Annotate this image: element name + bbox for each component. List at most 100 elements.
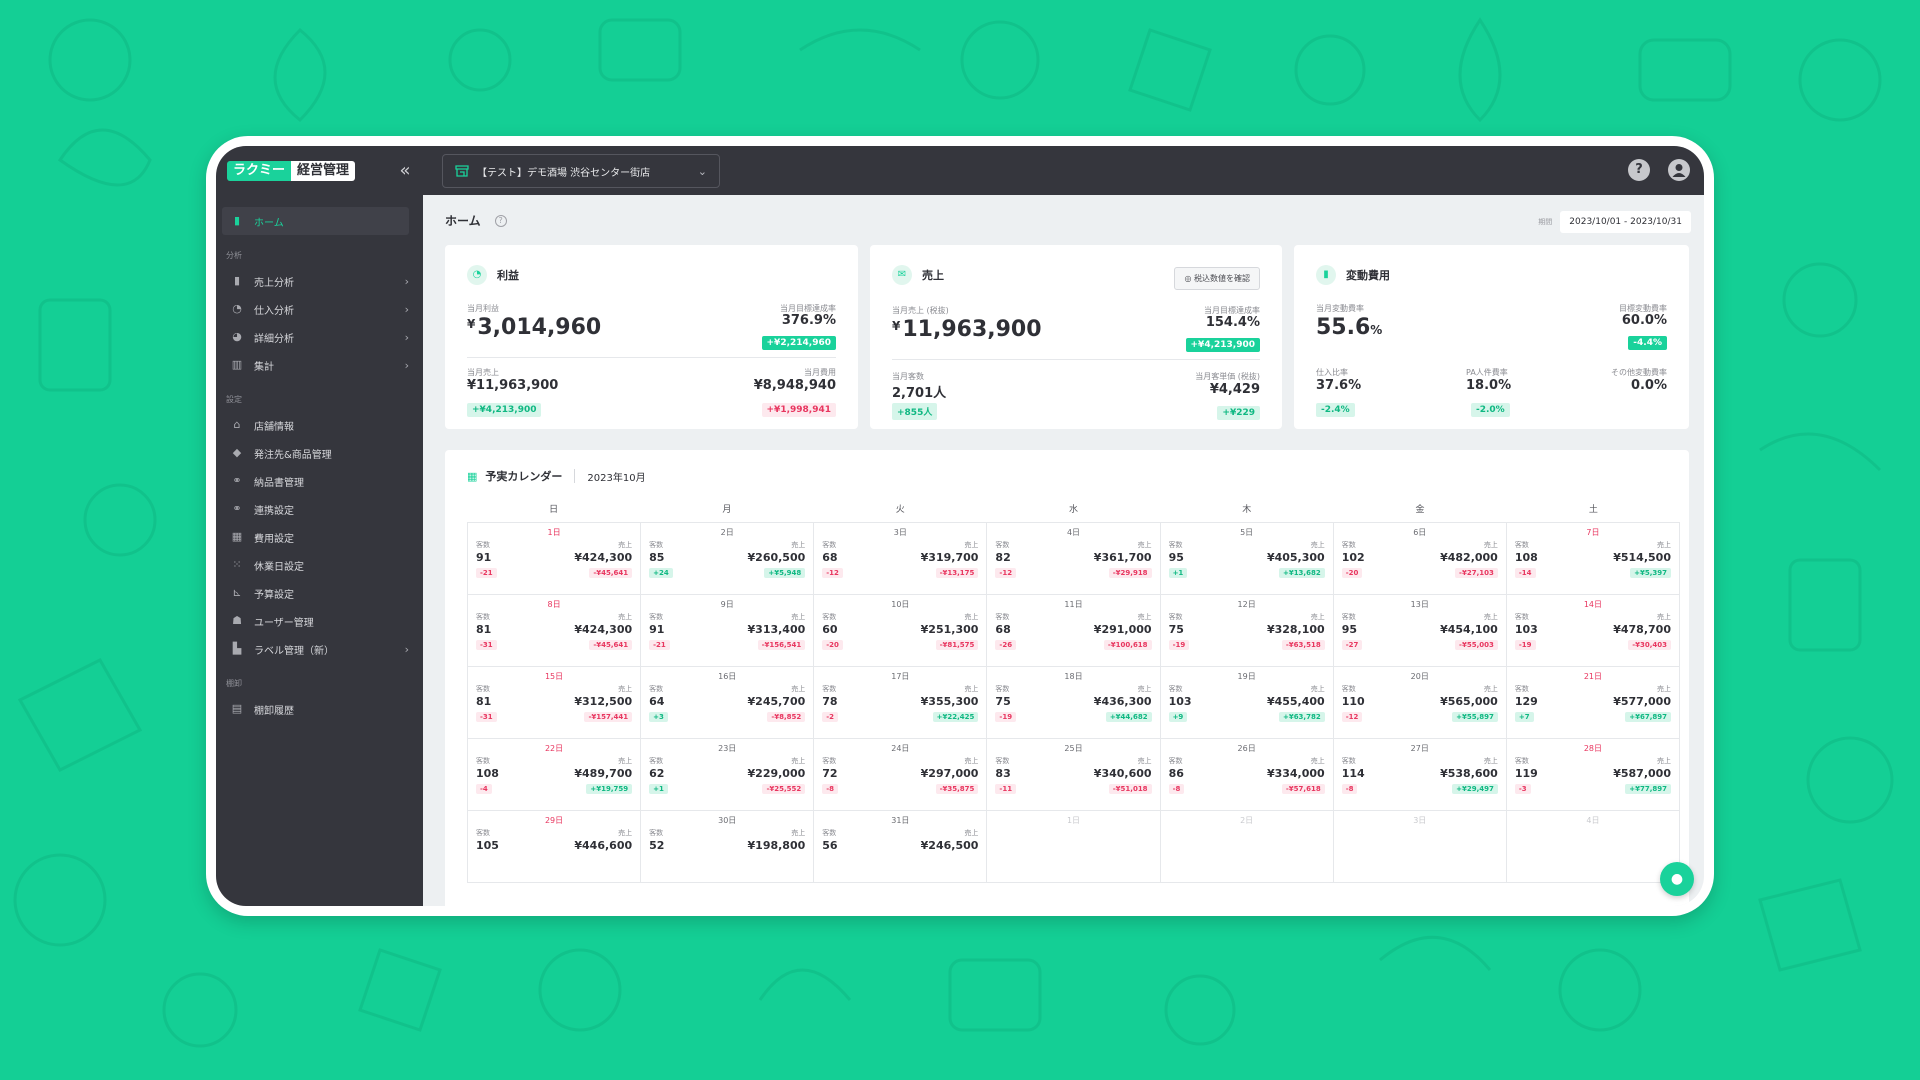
calendar-day-cell[interactable]: 12日 客数 売上 75 ¥328,100 -19 -¥63,518 bbox=[1160, 595, 1334, 667]
calendar-day-cell[interactable]: 21日 客数 売上 129 ¥577,000 +7 +¥67,897 bbox=[1506, 667, 1680, 739]
calendar-day-cell[interactable]: 7日 客数 売上 108 ¥514,500 -14 +¥5,397 bbox=[1506, 523, 1680, 595]
sales-label: 売上 bbox=[964, 613, 979, 621]
sidebar-item-budget-settings[interactable]: ⊾ 予算設定 bbox=[216, 579, 409, 607]
metric-values: 103 ¥478,700 bbox=[1515, 623, 1671, 636]
metric-values: 64 ¥245,700 bbox=[649, 695, 805, 708]
calendar-day-cell[interactable]: 6日 客数 売上 102 ¥482,000 -20 -¥27,103 bbox=[1333, 523, 1507, 595]
calendar-day-cell[interactable]: 31日 客数 売上 56 ¥246,500 bbox=[814, 811, 988, 883]
collapse-sidebar-icon[interactable]: « bbox=[399, 160, 411, 181]
calendar-day-cell[interactable]: 18日 客数 売上 75 ¥436,300 -19 +¥44,682 bbox=[987, 667, 1161, 739]
user-avatar-icon[interactable] bbox=[1668, 159, 1690, 181]
sidebar-item-holiday-settings[interactable]: ⁙ 休業日設定 bbox=[216, 551, 409, 579]
variable-rate-label: 当月変動費率 bbox=[1316, 304, 1364, 313]
calendar-day-cell[interactable]: 20日 客数 売上 110 ¥565,000 -12 +¥55,897 bbox=[1333, 667, 1507, 739]
metric-labels: 客数 売上 bbox=[995, 756, 1151, 766]
sales-label: 売上 bbox=[1137, 757, 1152, 765]
metric-diffs: +3 -¥8,852 bbox=[649, 712, 806, 722]
calendar-day-cell[interactable]: 4日 客数 売上 82 ¥361,700 -12 -¥29,918 bbox=[987, 523, 1161, 595]
sidebar-item-inventory-history[interactable]: ▤ 棚卸履歴 bbox=[216, 695, 409, 723]
day-number: 3日 bbox=[1413, 816, 1427, 825]
sidebar-item-cost-settings[interactable]: ▦ 費用設定 bbox=[216, 523, 409, 551]
customers-label: 客数 bbox=[1514, 613, 1529, 621]
metric-diffs: -20 -¥27,103 bbox=[1341, 568, 1498, 578]
calendar-day-cell[interactable]: 29日 客数 売上 105 ¥446,600 bbox=[468, 811, 642, 883]
metric-diffs: -12 +¥55,897 bbox=[1341, 712, 1498, 722]
tax-included-button[interactable]: ◎ 税込数値を確認 bbox=[1174, 267, 1260, 290]
calendar-day-cell[interactable]: 30日 客数 売上 52 ¥198,800 bbox=[641, 811, 815, 883]
store-selector[interactable]: 【テスト】デモ酒場 渋谷センター街店 ⌄ bbox=[442, 154, 720, 188]
calendar-day-cell[interactable]: 16日 客数 売上 64 ¥245,700 +3 -¥8,852 bbox=[641, 667, 815, 739]
metric-values: 95 ¥405,300 bbox=[1169, 551, 1325, 564]
calendar-day-cell[interactable]: 8日 客数 売上 81 ¥424,300 -31 -¥45,641 bbox=[468, 595, 642, 667]
sidebar-item-label: 集計 bbox=[254, 361, 274, 373]
chevron-right-icon: › bbox=[404, 302, 409, 316]
calendar-day-cell[interactable]: 15日 客数 売上 81 ¥312,500 -31 -¥157,441 bbox=[468, 667, 642, 739]
metric-diffs: -12 -¥29,918 bbox=[995, 568, 1152, 578]
calendar-day-cell[interactable]: 11日 客数 売上 68 ¥291,000 -26 -¥100,618 bbox=[987, 595, 1161, 667]
metric-values: 103 ¥455,400 bbox=[1169, 695, 1325, 708]
sales-diff-badge: -¥45,641 bbox=[589, 640, 633, 650]
customers-diff-badge: -26 bbox=[995, 640, 1017, 650]
metric-diffs: +9 +¥63,782 bbox=[1168, 712, 1325, 722]
calendar-day-cell[interactable]: 26日 客数 売上 86 ¥334,000 -8 -¥57,618 bbox=[1160, 739, 1334, 811]
sidebar-item-integration[interactable]: ⚭ 連携設定 bbox=[216, 495, 409, 523]
calendar-day-cell[interactable]: 1日 客数 売上 91 ¥424,300 -21 -¥45,641 bbox=[468, 523, 642, 595]
calendar-day-cell[interactable]: 10日 客数 売上 60 ¥251,300 -20 -¥81,575 bbox=[814, 595, 988, 667]
sidebar-item-detail-analysis[interactable]: ◕ 詳細分析 › bbox=[216, 323, 409, 351]
sales-value: ¥328,100 bbox=[1266, 623, 1325, 636]
calendar-day-cell[interactable]: 19日 客数 売上 103 ¥455,400 +9 +¥63,782 bbox=[1160, 667, 1334, 739]
sidebar-item-supplier-products[interactable]: ◆ 発注先&商品管理 bbox=[216, 439, 409, 467]
metric-labels: 客数 売上 bbox=[1515, 612, 1671, 622]
date-range-input[interactable]: 2023/10/01 - 2023/10/31 bbox=[1560, 211, 1691, 233]
calendar-day-cell[interactable]: 2日 客数 売上 85 ¥260,500 +24 +¥5,948 bbox=[641, 523, 815, 595]
metric-labels: 客数 売上 bbox=[1515, 756, 1671, 766]
sidebar-item-sales-analysis[interactable]: ▮ 売上分析 › bbox=[216, 267, 409, 295]
app-logo[interactable]: ラクミー 経営管理 bbox=[227, 160, 356, 181]
sales-diff-badge: +¥44,682 bbox=[1105, 712, 1152, 722]
calendar-day-cell[interactable]: 28日 客数 売上 119 ¥587,000 -3 +¥77,897 bbox=[1506, 739, 1680, 811]
calendar-day-cell[interactable]: 23日 客数 売上 62 ¥229,000 +1 -¥25,552 bbox=[641, 739, 815, 811]
customers-diff-badge: -31 bbox=[476, 712, 497, 722]
customers-label: 客数 bbox=[649, 685, 664, 693]
calendar-day-cell[interactable]: 5日 客数 売上 95 ¥405,300 +1 +¥13,682 bbox=[1160, 523, 1334, 595]
calendar-day-cell[interactable]: 27日 客数 売上 114 ¥538,600 -8 +¥29,497 bbox=[1333, 739, 1507, 811]
calendar-day-cell[interactable]: 22日 客数 売上 108 ¥489,700 -4 +¥19,759 bbox=[468, 739, 642, 811]
metric-labels: 客数 売上 bbox=[822, 684, 978, 694]
customers-diff-badge: -21 bbox=[649, 640, 670, 650]
sidebar-item-store-info[interactable]: ⌂ 店舗情報 bbox=[216, 411, 409, 439]
chat-icon[interactable]: ● bbox=[1660, 862, 1694, 896]
metric-diffs: -31 -¥157,441 bbox=[476, 712, 633, 722]
calendar-day-cell[interactable]: 9日 客数 売上 91 ¥313,400 -21 -¥156,541 bbox=[641, 595, 815, 667]
customers-value: 102 bbox=[1341, 551, 1365, 564]
month-cost-value: ¥8,948,940 bbox=[753, 378, 836, 393]
calendar-day-cell[interactable]: 24日 客数 売上 72 ¥297,000 -8 -¥35,875 bbox=[814, 739, 988, 811]
column-chart-icon: ▥ bbox=[231, 358, 243, 371]
day-number: 25日 bbox=[1064, 744, 1083, 753]
calendar-day-cell[interactable]: 13日 客数 売上 95 ¥454,100 -27 -¥55,003 bbox=[1333, 595, 1507, 667]
card-title: 売上 bbox=[922, 269, 944, 282]
calendar-day-cell[interactable]: 25日 客数 売上 83 ¥340,600 -11 -¥51,018 bbox=[987, 739, 1161, 811]
sidebar-item-invoice[interactable]: ⚭ 納品書管理 bbox=[216, 467, 409, 495]
calendar-day-cell[interactable]: 14日 客数 売上 103 ¥478,700 -19 -¥30,403 bbox=[1506, 595, 1680, 667]
question-icon[interactable]: ? bbox=[494, 214, 507, 227]
calendar-day-cell[interactable]: 3日 客数 売上 68 ¥319,700 -12 -¥13,175 bbox=[814, 523, 988, 595]
sales-value: ¥405,300 bbox=[1266, 551, 1325, 564]
sidebar-item-label-management[interactable]: ▙ ラベル管理（新） › bbox=[216, 635, 409, 663]
avg-spend-label: 当月客単価 (税抜) bbox=[1195, 372, 1260, 381]
sidebar-item-home[interactable]: ▮ ホーム bbox=[222, 207, 409, 235]
day-number: 30日 bbox=[718, 816, 737, 825]
sidebar-item-purchase-analysis[interactable]: ◔ 仕入分析 › bbox=[216, 295, 409, 323]
sales-value: ¥260,500 bbox=[747, 551, 806, 564]
customers-diff-badge: -12 bbox=[995, 568, 1017, 578]
sidebar-item-user-management[interactable]: ☗ ユーザー管理 bbox=[216, 607, 409, 635]
help-icon[interactable]: ? bbox=[1628, 159, 1650, 181]
day-number: 31日 bbox=[891, 816, 910, 825]
calendar-month: 2023年10月 bbox=[587, 472, 646, 484]
sales-value: ¥291,000 bbox=[1093, 623, 1152, 636]
metric-diffs: -8 -¥57,618 bbox=[1168, 784, 1325, 794]
sidebar-item-label: 売上分析 bbox=[254, 277, 294, 289]
sales-label: 売上 bbox=[1483, 685, 1498, 693]
calendar-day-cell[interactable]: 17日 客数 売上 78 ¥355,300 -2 +¥22,425 bbox=[814, 667, 988, 739]
chevron-right-icon: › bbox=[404, 330, 409, 344]
sidebar-item-summary[interactable]: ▥ 集計 › bbox=[216, 351, 409, 379]
